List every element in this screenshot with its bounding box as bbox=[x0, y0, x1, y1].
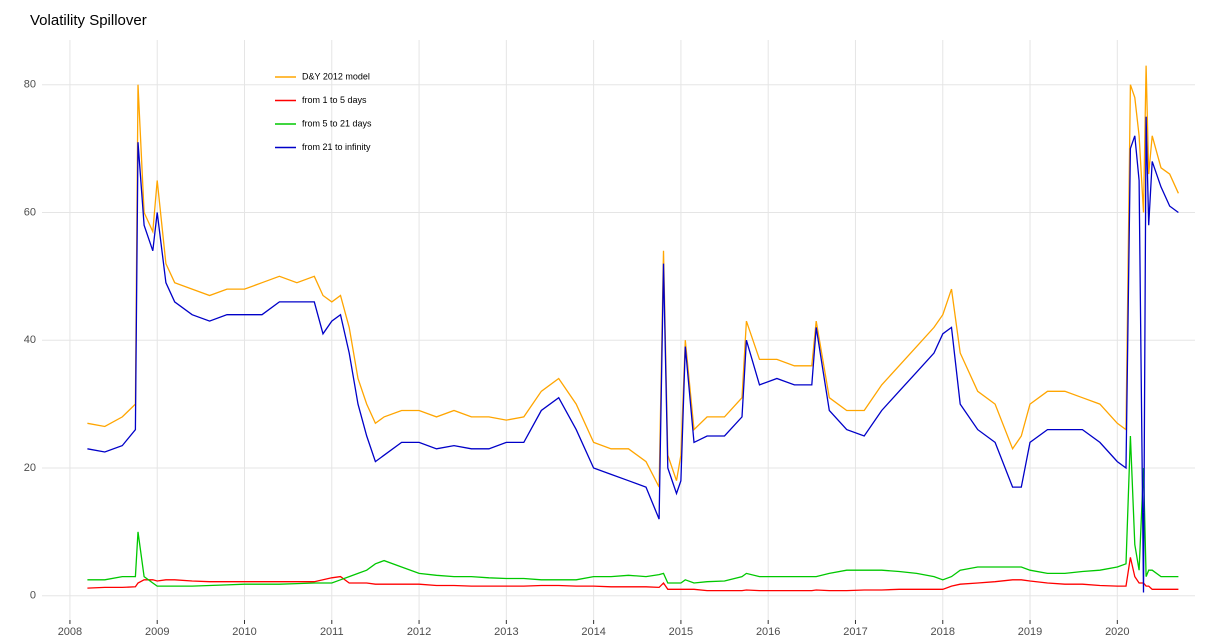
x-tick-label: 2010 bbox=[232, 626, 256, 638]
legend-label: D&Y 2012 model bbox=[302, 71, 370, 81]
x-tick-label: 2012 bbox=[407, 626, 431, 638]
x-tick-label: 2015 bbox=[669, 626, 693, 638]
legend-label: from 1 to 5 days bbox=[302, 95, 367, 105]
y-tick-label: 20 bbox=[24, 462, 36, 474]
y-tick-label: 40 bbox=[24, 334, 36, 346]
series-line bbox=[87, 116, 1179, 593]
legend-label: from 5 to 21 days bbox=[302, 118, 372, 128]
y-tick-label: 60 bbox=[24, 206, 36, 218]
x-tick-label: 2016 bbox=[756, 626, 780, 638]
x-tick-label: 2013 bbox=[494, 626, 518, 638]
x-tick-label: 2018 bbox=[931, 626, 955, 638]
y-tick-label: 0 bbox=[30, 590, 36, 602]
chart-title: Volatility Spillover bbox=[30, 12, 147, 29]
x-tick-label: 2020 bbox=[1105, 626, 1129, 638]
x-tick-label: 2017 bbox=[843, 626, 867, 638]
legend-label: from 21 to infinity bbox=[302, 142, 371, 152]
x-tick-label: 2014 bbox=[581, 626, 605, 638]
x-tick-label: 2019 bbox=[1018, 626, 1042, 638]
x-tick-label: 2011 bbox=[320, 626, 344, 638]
x-tick-label: 2009 bbox=[145, 626, 169, 638]
series-line bbox=[87, 65, 1179, 488]
y-tick-label: 80 bbox=[24, 79, 36, 91]
series-line bbox=[87, 435, 1179, 587]
x-tick-label: 2008 bbox=[58, 626, 82, 638]
series-line bbox=[87, 557, 1179, 592]
